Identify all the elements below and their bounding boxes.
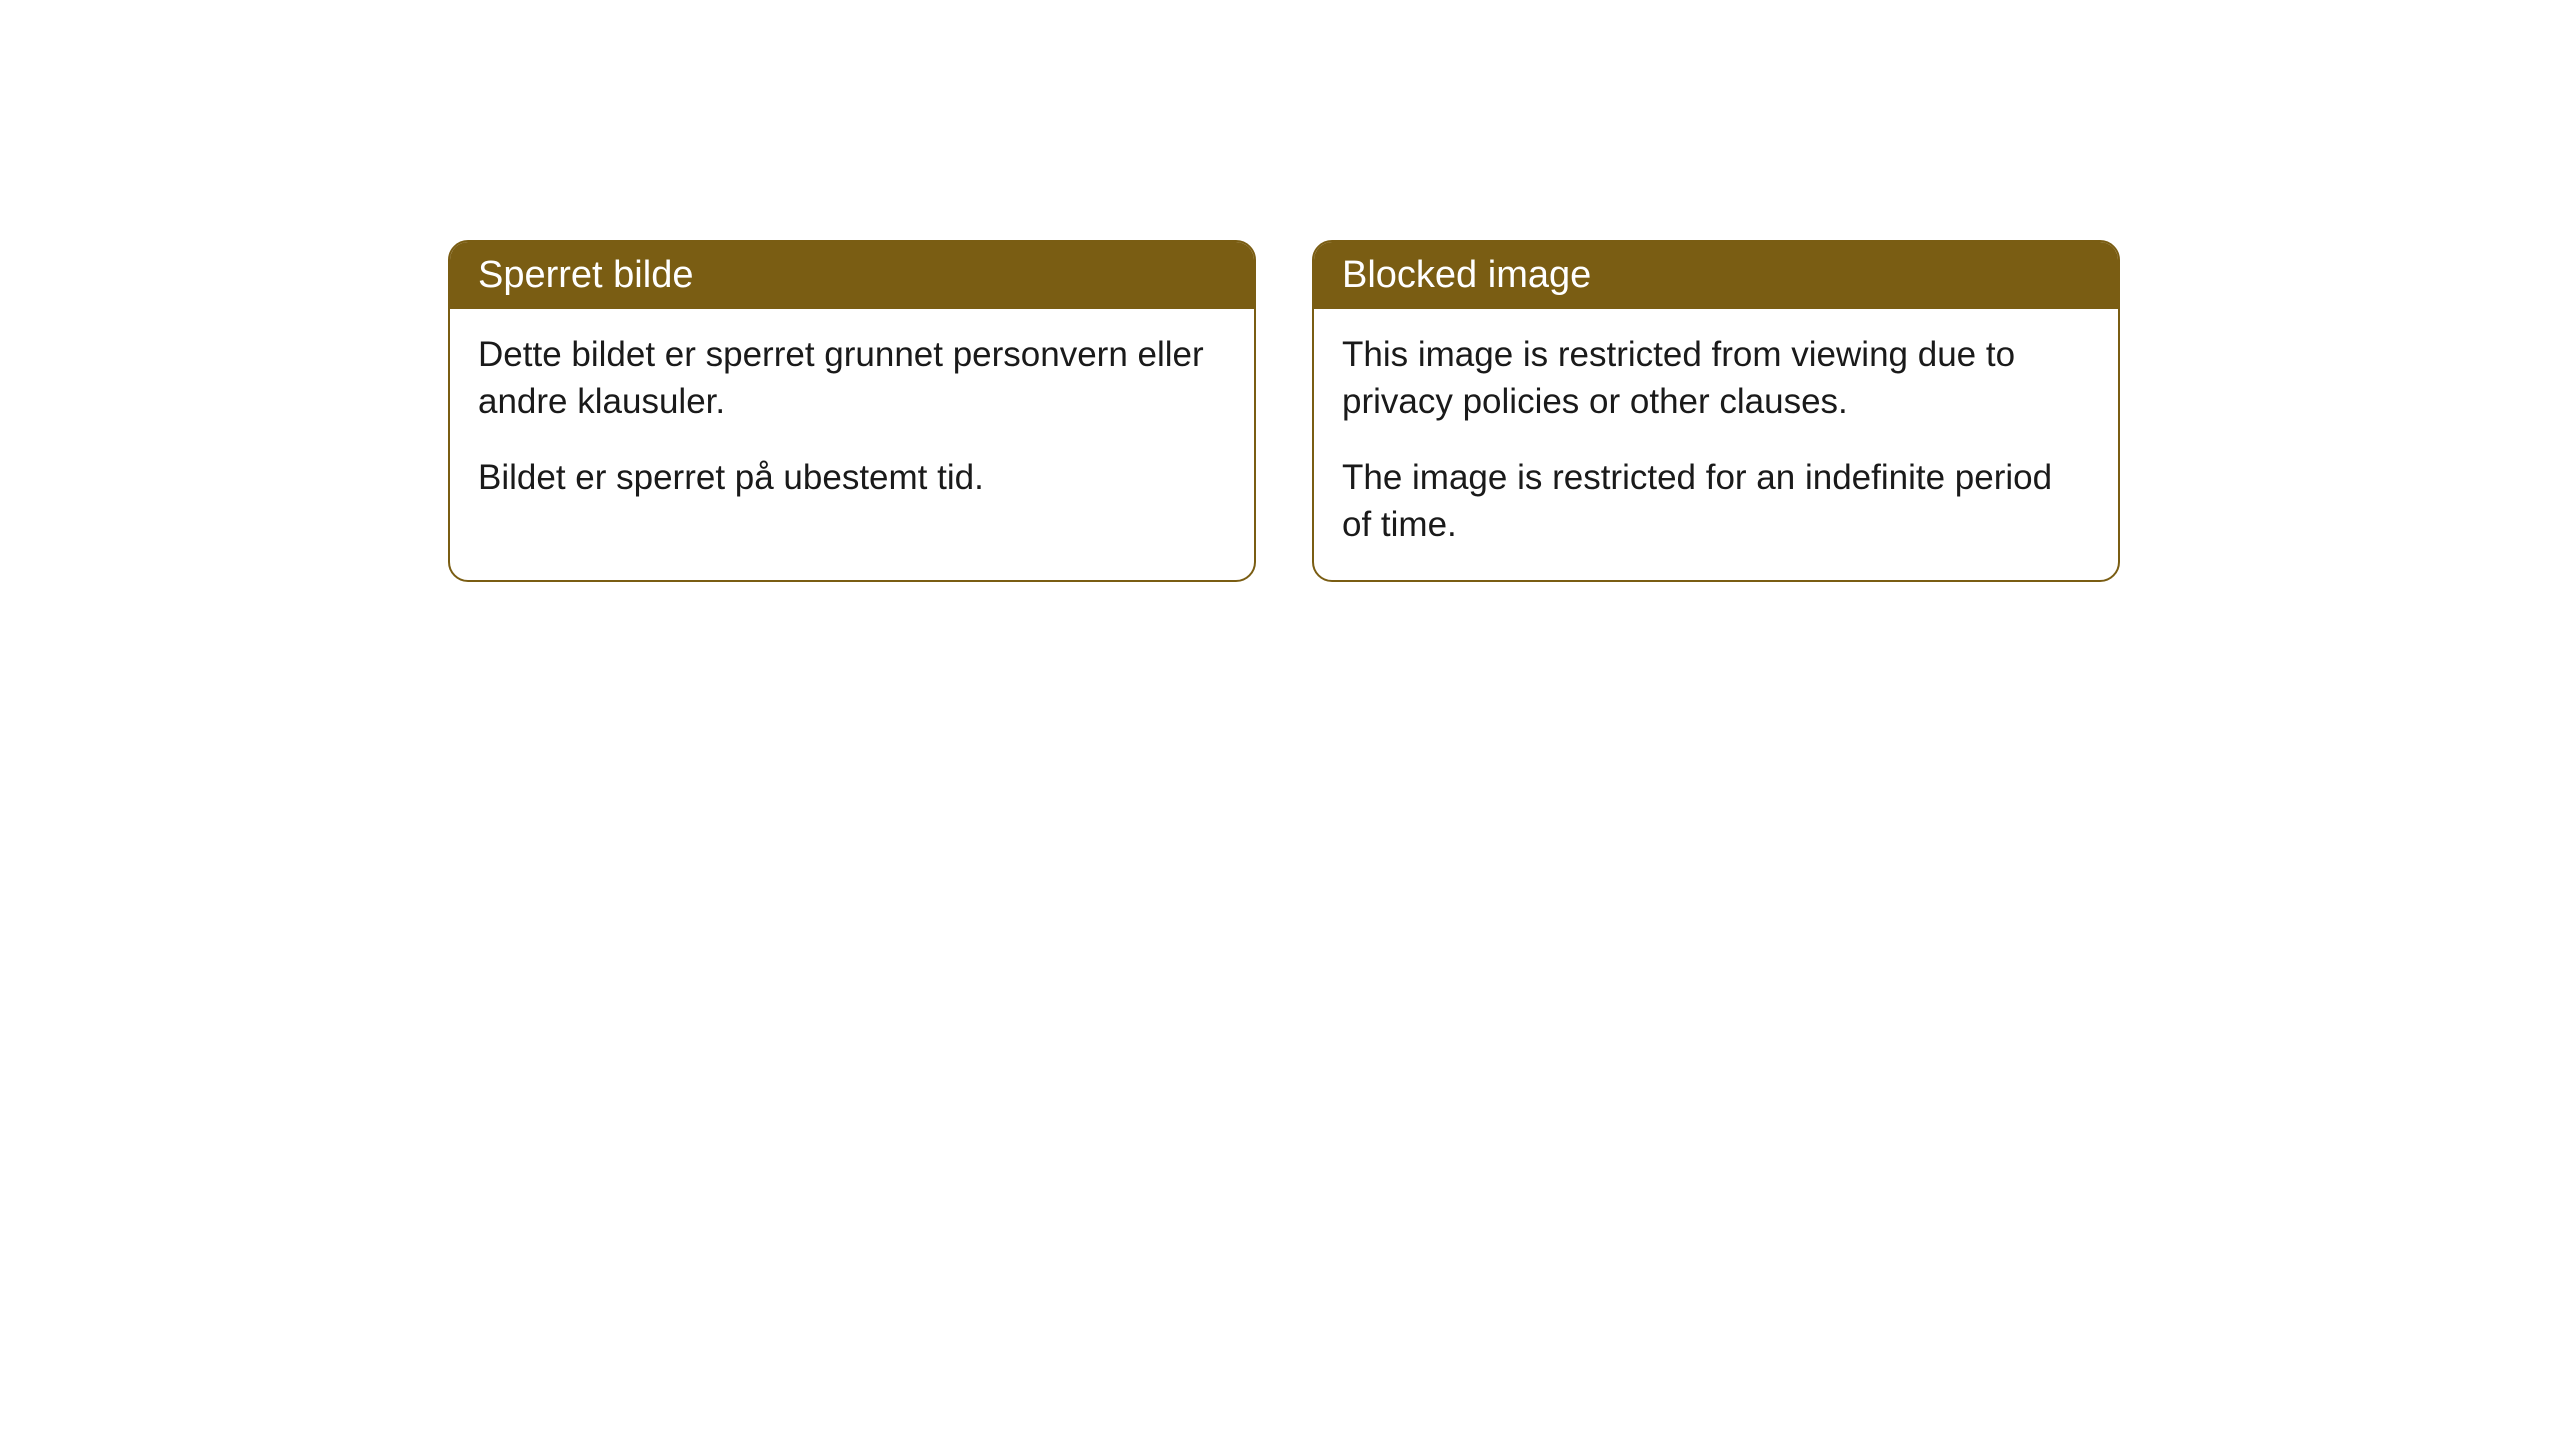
- card-norwegian: Sperret bilde Dette bildet er sperret gr…: [448, 240, 1256, 582]
- card-body-norwegian: Dette bildet er sperret grunnet personve…: [450, 309, 1254, 533]
- card-header-norwegian: Sperret bilde: [450, 242, 1254, 309]
- card-paragraph-2-norwegian: Bildet er sperret på ubestemt tid.: [478, 454, 1226, 501]
- card-body-english: This image is restricted from viewing du…: [1314, 309, 2118, 580]
- card-title-english: Blocked image: [1342, 254, 1591, 296]
- card-english: Blocked image This image is restricted f…: [1312, 240, 2120, 582]
- card-paragraph-1-english: This image is restricted from viewing du…: [1342, 331, 2090, 426]
- card-paragraph-1-norwegian: Dette bildet er sperret grunnet personve…: [478, 331, 1226, 426]
- card-header-english: Blocked image: [1314, 242, 2118, 309]
- cards-container: Sperret bilde Dette bildet er sperret gr…: [448, 240, 2120, 582]
- card-paragraph-2-english: The image is restricted for an indefinit…: [1342, 454, 2090, 549]
- card-title-norwegian: Sperret bilde: [478, 254, 693, 296]
